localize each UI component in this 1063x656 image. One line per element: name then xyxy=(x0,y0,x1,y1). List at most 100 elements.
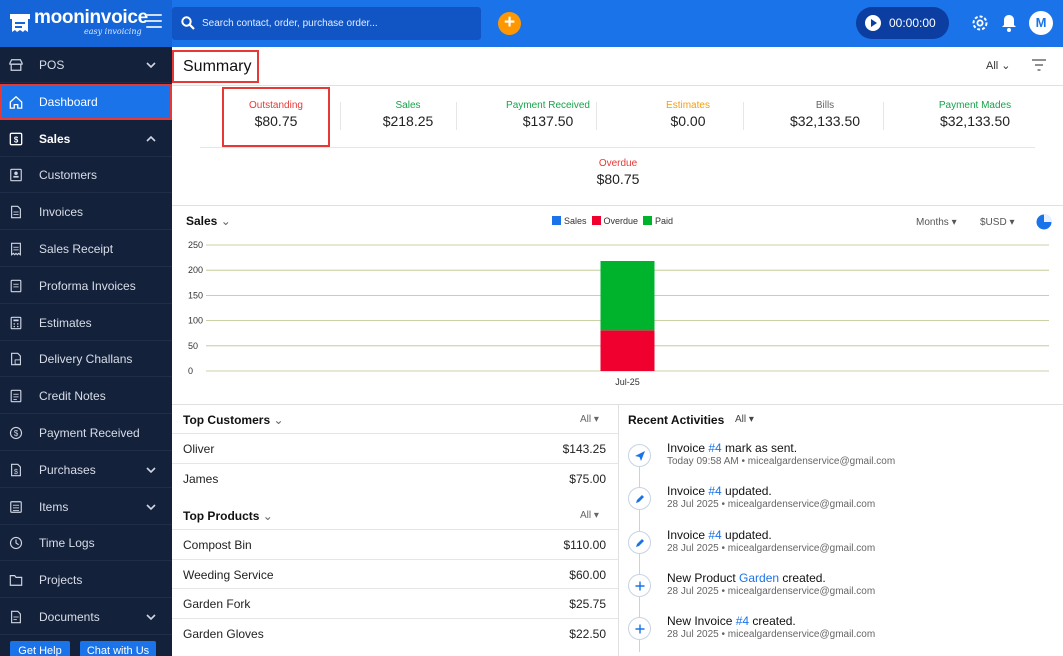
divider xyxy=(618,405,619,656)
recent-activities-filter[interactable]: All ▾ xyxy=(735,414,754,425)
credit-note-icon xyxy=(10,389,22,403)
row-amount: $22.50 xyxy=(569,626,606,641)
filter-icon[interactable] xyxy=(1032,59,1046,71)
activity-item[interactable]: Invoice #4 updated. 28 Jul 2025 • micealg… xyxy=(628,528,1058,571)
send-icon xyxy=(628,444,651,467)
outstanding-highlight xyxy=(222,87,330,147)
sidebar-item-sales[interactable]: $ Sales xyxy=(0,121,172,157)
sidebar-item-estimates[interactable]: Estimates xyxy=(0,305,172,341)
search-input[interactable] xyxy=(202,7,472,40)
avatar[interactable]: M xyxy=(1029,11,1053,35)
kpi-label: Overdue xyxy=(598,158,638,169)
kpi-bills[interactable]: Bills $32,133.50 xyxy=(765,100,885,129)
quick-add-button[interactable]: + xyxy=(498,12,521,35)
bar-paid[interactable] xyxy=(600,261,655,331)
table-row[interactable]: Compost Bin $110.00 xyxy=(172,529,618,558)
activity-item[interactable]: Invoice #4 updated. 28 Jul 2025 • micealg… xyxy=(628,484,1058,527)
timer-button[interactable]: 00:00:00 xyxy=(856,7,949,39)
kpi-value: $32,133.50 xyxy=(939,113,1011,129)
sidebar-item-purchases[interactable]: $ Purchases xyxy=(0,452,172,488)
sidebar-item-sales-receipt[interactable]: Sales Receipt xyxy=(0,231,172,267)
kpi-estimates[interactable]: Estimates $0.00 xyxy=(618,100,758,129)
kpi-label: Payment Received xyxy=(506,100,590,111)
get-help-button[interactable]: Get Help xyxy=(10,641,70,656)
svg-text:$: $ xyxy=(14,135,19,144)
activity-item[interactable]: Invoice #4 mark as sent. Today 09:58 AM •… xyxy=(628,441,1058,484)
plus-icon xyxy=(628,573,651,597)
activity-link[interactable]: Garden xyxy=(739,570,780,585)
kpi-label: Payment Mades xyxy=(938,100,1012,111)
kpi-payment-mades[interactable]: Payment Mades $32,133.50 xyxy=(905,100,1045,129)
row-name: Compost Bin xyxy=(183,538,252,552)
payment-icon: $ xyxy=(9,426,23,440)
divider xyxy=(200,147,1035,148)
table-row[interactable]: James $75.00 xyxy=(172,462,618,492)
activity-link[interactable]: #4 xyxy=(735,614,750,629)
sidebar-item-proforma-invoices[interactable]: Proforma Invoices xyxy=(0,268,172,304)
kpi-label: Outstanding xyxy=(249,100,303,111)
legend-swatch xyxy=(643,216,653,225)
summary-filter-value: All xyxy=(986,60,999,72)
top-products-title[interactable]: Top Products ⌄ xyxy=(183,509,273,523)
activity-item[interactable]: New Invoice #4 created. 28 Jul 2025 • mic… xyxy=(628,614,1058,656)
kpi-outstanding[interactable]: Outstanding $80.75 xyxy=(226,100,326,129)
sidebar-item-payment-received[interactable]: $ Payment Received xyxy=(0,415,172,451)
bar-overdue[interactable] xyxy=(600,330,655,371)
y-tick-label: 250 xyxy=(188,240,203,250)
top-customers-filter[interactable]: All ▾ xyxy=(580,414,599,425)
period-value: Months xyxy=(916,217,949,228)
sales-chart-title[interactable]: Sales ⌄ xyxy=(186,214,231,228)
calculator-icon xyxy=(10,316,22,329)
period-dropdown[interactable]: Months ▾ xyxy=(916,217,957,228)
sidebar-item-credit-notes[interactable]: Credit Notes xyxy=(0,378,172,415)
bell-icon[interactable] xyxy=(1000,13,1018,33)
brand[interactable]: mooninvoice easy invoicing xyxy=(0,0,172,47)
sidebar-item-customers[interactable]: Customers xyxy=(0,157,172,194)
activity-link[interactable]: #4 xyxy=(708,527,722,542)
sidebar-item-items[interactable]: Items xyxy=(0,489,172,525)
table-row[interactable]: Garden Gloves $22.50 xyxy=(172,617,618,647)
kpi-value: $80.75 xyxy=(254,113,298,129)
table-row[interactable]: Oliver $143.25 xyxy=(172,433,618,462)
top-customers-title[interactable]: Top Customers ⌄ xyxy=(183,413,284,427)
y-tick-label: 50 xyxy=(188,341,198,351)
chat-button[interactable]: Chat with Us xyxy=(80,641,156,656)
sidebar-item-label: Purchases xyxy=(39,462,96,477)
row-name: James xyxy=(183,471,219,486)
gear-icon[interactable] xyxy=(970,13,990,33)
sidebar-item-dashboard[interactable]: Dashboard xyxy=(0,83,172,120)
summary-filter-dropdown[interactable]: All ⌄ xyxy=(986,59,1011,72)
sidebar-item-pos[interactable]: POS xyxy=(0,47,172,83)
top-products-filter[interactable]: All ▾ xyxy=(580,510,599,521)
sidebar-item-invoices[interactable]: Invoices xyxy=(0,194,172,231)
currency-dropdown[interactable]: $USD ▾ xyxy=(980,217,1015,228)
sidebar-item-delivery-challans[interactable]: Delivery Challans xyxy=(0,341,172,378)
activity-link[interactable]: #4 xyxy=(708,484,722,499)
sidebar-item-projects[interactable]: Projects xyxy=(0,562,172,599)
activity-text: New Product Garden created. xyxy=(667,571,826,585)
kpi-label: Estimates xyxy=(666,100,710,111)
sidebar-item-label: Documents xyxy=(39,610,100,624)
table-row[interactable]: Weeding Service $60.00 xyxy=(172,558,618,588)
sidebar-item-documents[interactable]: Documents xyxy=(0,599,172,635)
search-icon xyxy=(181,16,195,30)
table-row[interactable]: Garden Fork $25.75 xyxy=(172,588,618,617)
menu-toggle-icon[interactable] xyxy=(146,14,162,30)
chevron-down-icon: ⌄ xyxy=(1001,60,1011,72)
kpi-payment-received[interactable]: Payment Received $137.50 xyxy=(478,100,618,129)
activity-meta: 28 Jul 2025 • micealgardenservice@gmail.… xyxy=(667,542,876,554)
pie-chart-icon[interactable] xyxy=(1036,214,1052,230)
activity-item[interactable]: New Product Garden created. 28 Jul 2025 •… xyxy=(628,571,1058,614)
kpi-sales[interactable]: Sales $218.25 xyxy=(358,100,458,129)
activity-suffix: created. xyxy=(749,614,796,629)
kpi-overdue[interactable]: Overdue $80.75 xyxy=(568,158,668,187)
folder-icon xyxy=(9,575,23,587)
currency-value: $USD xyxy=(980,217,1007,228)
svg-text:$: $ xyxy=(14,469,18,476)
legend-item-overdue[interactable]: Overdue xyxy=(591,216,638,226)
sidebar-item-time-logs[interactable]: Time Logs xyxy=(0,525,172,562)
sidebar-item-label: Estimates xyxy=(39,315,92,330)
legend-item-paid[interactable]: Paid xyxy=(643,216,673,226)
activity-link[interactable]: #4 xyxy=(708,441,722,455)
legend-item-sales[interactable]: Sales xyxy=(552,216,587,226)
